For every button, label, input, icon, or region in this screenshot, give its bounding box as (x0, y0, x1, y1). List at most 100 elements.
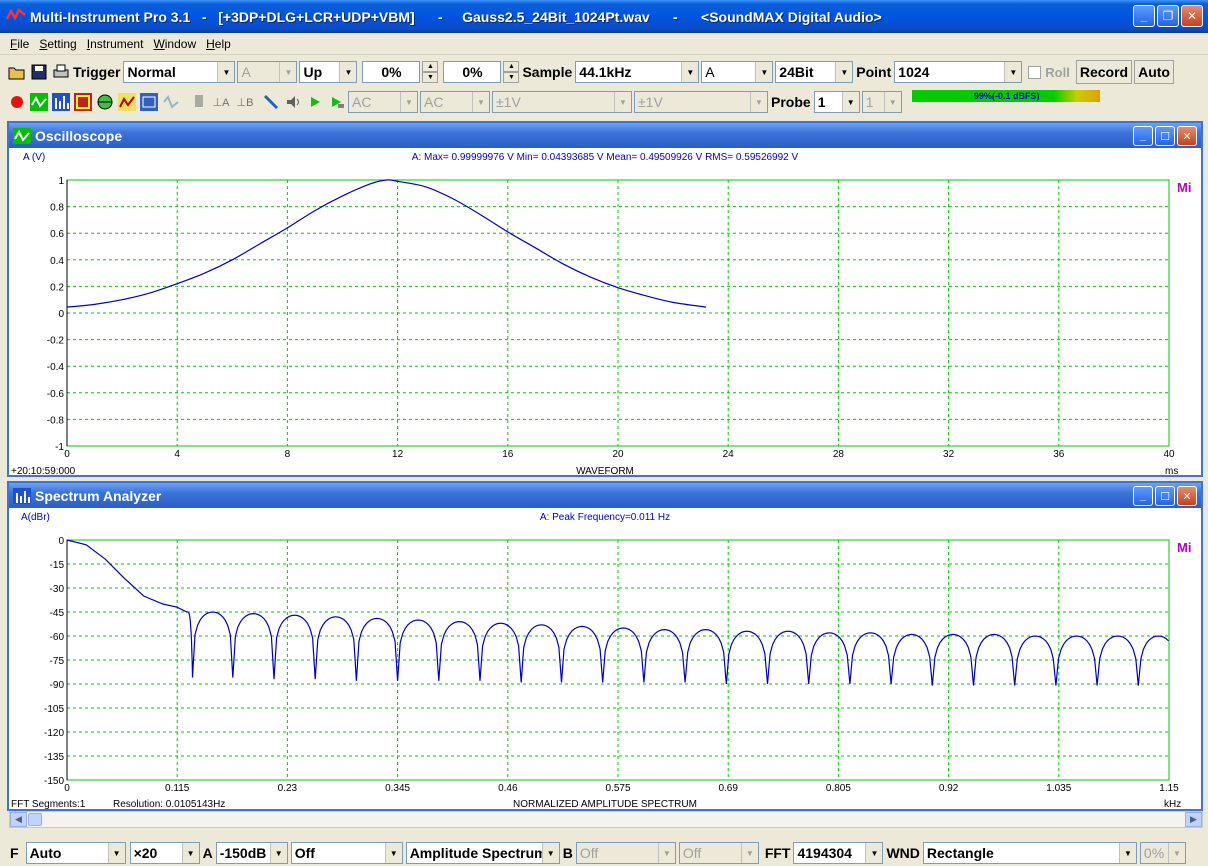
osc-minimize-button[interactable]: _ (1133, 126, 1153, 146)
zoom-select[interactable]: ×20 ▼ (129, 842, 200, 864)
a-floor-select[interactable]: -150dB ▼ (215, 842, 288, 864)
chevron-down-icon[interactable]: ▼ (865, 843, 883, 863)
b-floor-select[interactable]: Off ▼ (575, 842, 676, 864)
chevron-down-icon[interactable]: ▼ (1167, 843, 1185, 863)
trigger-delay-input[interactable]: 0% (443, 61, 502, 83)
phase-plot-icon[interactable] (96, 93, 114, 111)
signal-generator-icon[interactable] (162, 93, 180, 111)
trigger-delay-spinner[interactable]: ▲ ▼ (503, 61, 520, 83)
open-folder-icon[interactable] (8, 63, 26, 81)
chevron-down-icon[interactable]: ▼ (835, 62, 853, 82)
print-icon[interactable] (52, 63, 70, 81)
chevron-down-icon[interactable]: ▼ (269, 843, 287, 863)
oscilloscope-titlebar[interactable]: Oscilloscope _ ☐ ✕ (9, 123, 1201, 148)
spin-up-icon[interactable]: ▲ (422, 61, 439, 72)
play-icon[interactable] (306, 93, 324, 111)
auto-button[interactable]: Auto (1134, 60, 1174, 84)
generator-link-icon[interactable] (262, 93, 280, 111)
osc-close-button[interactable]: ✕ (1177, 126, 1197, 146)
trigger-level-spinner[interactable]: ▲ ▼ (422, 61, 439, 83)
spin-down-icon[interactable]: ▼ (422, 72, 439, 83)
chevron-down-icon[interactable]: ▼ (841, 92, 859, 112)
speaker-icon[interactable] (284, 93, 302, 111)
spectrum-plot[interactable]: A(dBr) A: Peak Frequency=0.011 Hz Mi NOR… (9, 508, 1201, 811)
scroll-left-icon[interactable]: ◀ (10, 812, 27, 827)
chevron-down-icon[interactable]: ▼ (681, 62, 699, 82)
minimize-button[interactable]: _ (1133, 5, 1155, 27)
chevron-down-icon[interactable]: ▼ (614, 92, 631, 112)
chevron-down-icon[interactable]: ▼ (472, 92, 489, 112)
chevron-down-icon[interactable]: ▼ (339, 62, 357, 82)
chevron-down-icon[interactable]: ▼ (541, 843, 559, 863)
menu-help[interactable]: Help (206, 36, 231, 51)
coupling-b-select[interactable]: AC ▼ (420, 91, 490, 113)
analysis-mode-select[interactable]: Amplitude Spectrum ▼ (405, 842, 560, 864)
trigger-level-input[interactable]: 0% (362, 61, 421, 83)
range-b-select[interactable]: ±1V ▼ (634, 91, 768, 113)
scroll-thumb[interactable] (28, 813, 42, 826)
chevron-down-icon[interactable]: ▼ (107, 843, 125, 863)
sample-rate-select[interactable]: 44.1kHz ▼ (575, 61, 700, 83)
title-bar[interactable]: Multi-Instrument Pro 3.1 - [+3DP+DLG+LCR… (0, 0, 1208, 33)
record-button[interactable]: Record (1075, 60, 1133, 84)
restore-button[interactable]: ❐ (1157, 5, 1179, 27)
ground-b-icon[interactable]: ⊥B (236, 96, 254, 109)
chevron-down-icon[interactable]: ▼ (384, 843, 402, 863)
menu-instrument[interactable]: Instrument (86, 36, 144, 51)
oscilloscope-plot[interactable]: A (V) A: Max= 0.99999976 V Min= 0.043936… (9, 148, 1201, 475)
a-weighting-select[interactable]: Off ▼ (290, 842, 403, 864)
chevron-down-icon[interactable]: ▼ (883, 92, 901, 112)
spec-maximize-button[interactable]: ☐ (1155, 486, 1175, 506)
ground-a-icon[interactable]: ⊥A (212, 96, 230, 109)
chevron-down-icon[interactable]: ▼ (1004, 62, 1022, 82)
osc-maximize-button[interactable]: ☐ (1155, 126, 1175, 146)
overlap-select[interactable]: 0% ▼ (1139, 842, 1186, 864)
menu-window[interactable]: Window (153, 36, 197, 51)
points-select[interactable]: 1024 ▼ (894, 61, 1023, 83)
b-weighting-select[interactable]: Off ▼ (678, 842, 759, 864)
record-start-icon[interactable] (8, 93, 26, 111)
menu-setting[interactable]: Setting (39, 36, 77, 51)
chevron-down-icon[interactable]: ▼ (657, 843, 675, 863)
spectrum-scrollbar[interactable]: ◀ ▶ (9, 811, 1203, 828)
chevron-down-icon[interactable]: ▼ (750, 92, 767, 112)
spectrogram-icon[interactable] (118, 93, 136, 111)
data-logger-icon[interactable] (140, 93, 158, 111)
spin-up-icon[interactable]: ▲ (503, 61, 520, 72)
menu-file[interactable]: File (10, 36, 30, 51)
chevron-down-icon[interactable]: ▼ (740, 843, 758, 863)
spectrum-analyzer-icon[interactable] (52, 93, 70, 111)
frequency-scale-select[interactable]: Auto ▼ (25, 842, 126, 864)
window-function-select[interactable]: Rectangle ▼ (922, 842, 1137, 864)
multimeter-icon[interactable] (74, 93, 92, 111)
roll-checkbox[interactable]: Roll (1028, 65, 1070, 80)
checkbox-box[interactable] (1028, 65, 1042, 79)
fft-size-select[interactable]: 4194304 ▼ (793, 842, 884, 864)
spectrum-titlebar[interactable]: Spectrum Analyzer _ ☐ ✕ (9, 483, 1201, 508)
bit-depth-select[interactable]: 24Bit ▼ (775, 61, 854, 83)
spin-down-icon[interactable]: ▼ (503, 72, 520, 83)
chevron-down-icon[interactable]: ▼ (181, 843, 199, 863)
scroll-right-icon[interactable]: ▶ (1185, 812, 1202, 827)
play-generator-icon[interactable] (328, 93, 346, 111)
close-button[interactable]: ✕ (1181, 5, 1203, 27)
probe-calibration-icon[interactable] (190, 93, 208, 111)
trigger-mode-select[interactable]: Normal ▼ (123, 61, 236, 83)
trigger-delay-value: 0% (462, 64, 483, 80)
chevron-down-icon[interactable]: ▼ (279, 62, 297, 82)
trigger-edge-select[interactable]: Up ▼ (299, 61, 358, 83)
chevron-down-icon[interactable]: ▼ (1118, 843, 1136, 863)
range-a-select[interactable]: ±1V ▼ (492, 91, 632, 113)
chevron-down-icon[interactable]: ▼ (755, 62, 773, 82)
chevron-down-icon[interactable]: ▼ (400, 92, 417, 112)
trigger-channel-select[interactable]: A ▼ (237, 61, 298, 83)
spec-close-button[interactable]: ✕ (1177, 486, 1197, 506)
probe-a-select[interactable]: 1 ▼ (813, 91, 860, 113)
coupling-a-select[interactable]: AC ▼ (348, 91, 418, 113)
probe-b-select[interactable]: 1 ▼ (861, 91, 902, 113)
save-disk-icon[interactable] (30, 63, 48, 81)
channel-select[interactable]: A ▼ (701, 61, 774, 83)
oscilloscope-icon[interactable] (30, 93, 48, 111)
spec-minimize-button[interactable]: _ (1133, 486, 1153, 506)
chevron-down-icon[interactable]: ▼ (217, 62, 235, 82)
